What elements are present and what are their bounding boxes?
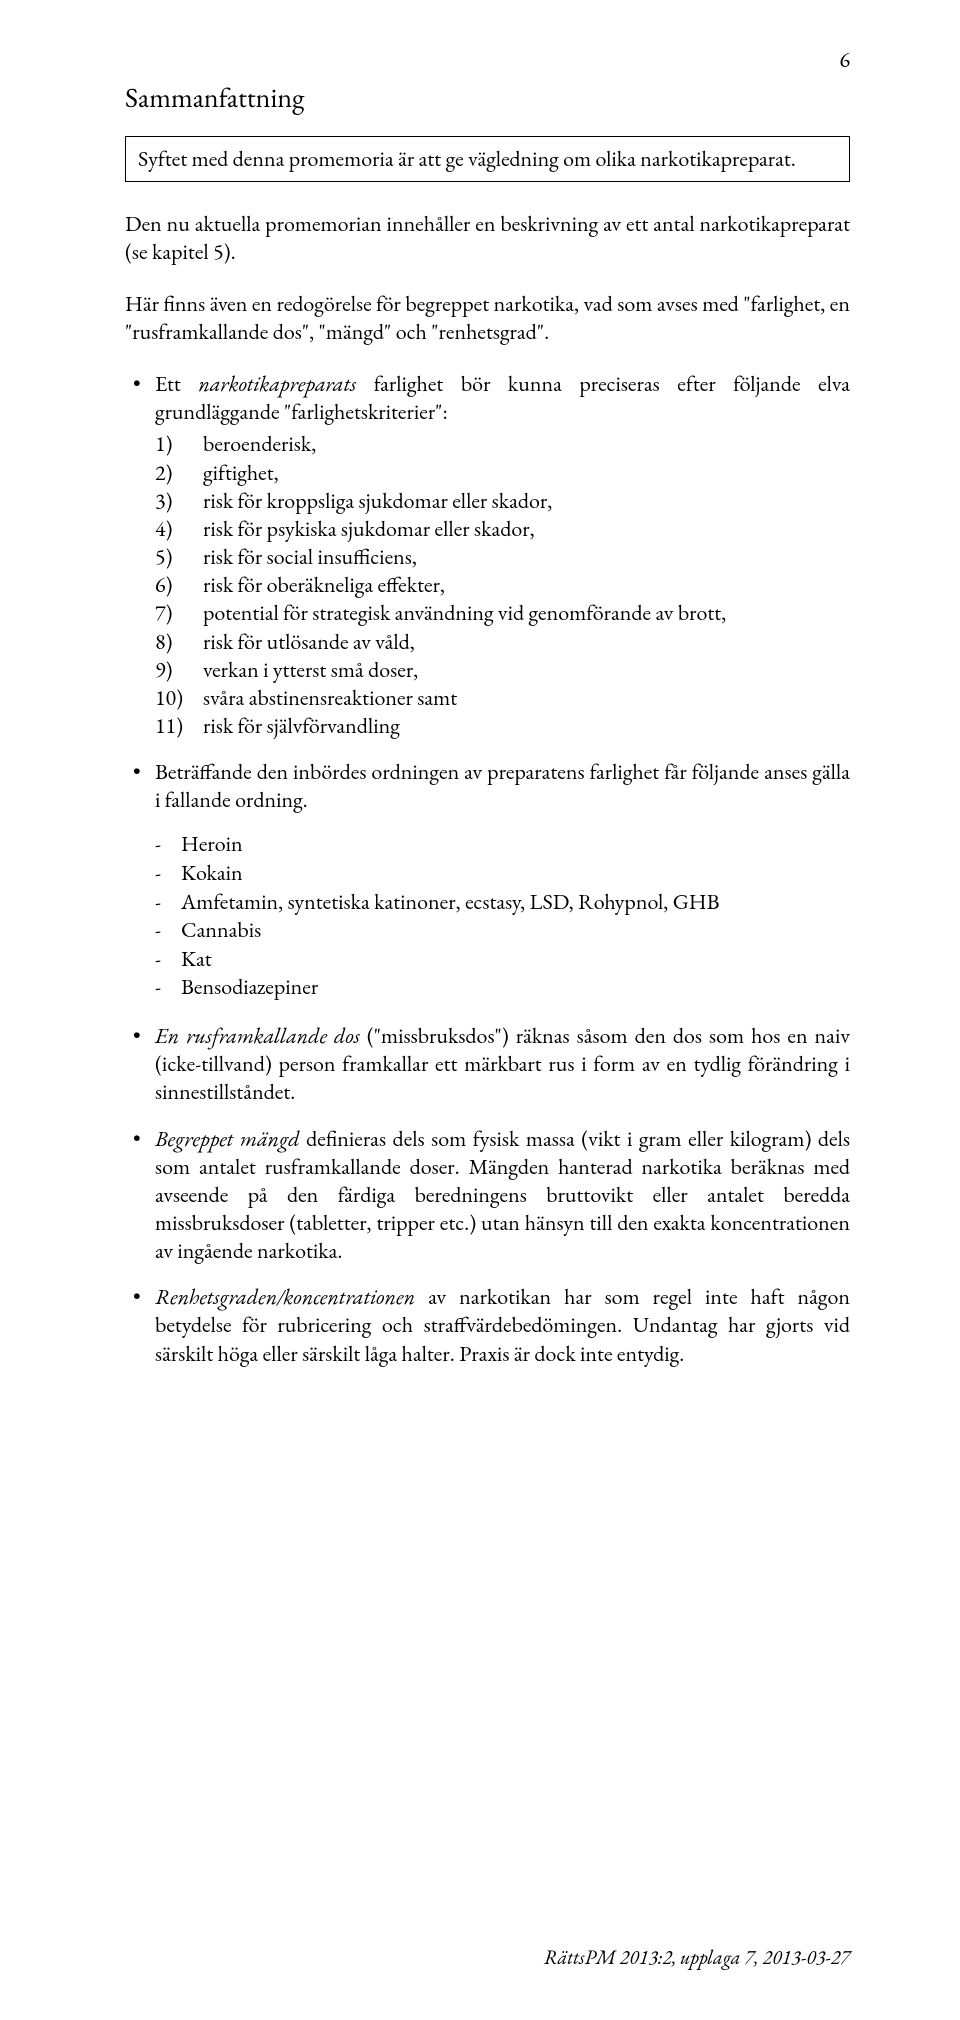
substance-item: Kat [155, 945, 850, 974]
criteria-number: 11) [155, 712, 203, 740]
criteria-number: 7) [155, 599, 203, 627]
criteria-item: 10)svåra abstinensreaktioner samt [155, 684, 850, 712]
criteria-text: risk för utlösande av våld, [203, 628, 850, 656]
criteria-number: 6) [155, 571, 203, 599]
criteria-item: 7)potential för strategisk användning vi… [155, 599, 850, 627]
dose-italic: En rusframkallande dos [155, 1021, 360, 1050]
criteria-number: 9) [155, 656, 203, 684]
criteria-item: 6)risk för oberäkneliga effekter, [155, 571, 850, 599]
criteria-item: 11)risk för självförvandling [155, 712, 850, 740]
bullet-item-dose: En rusframkallande dos ("missbruksdos") … [125, 1022, 850, 1106]
criteria-item: 1)beroenderisk, [155, 430, 850, 458]
substance-dash-list: HeroinKokainAmfetamin, syntetiska katino… [125, 830, 850, 1002]
criteria-number: 5) [155, 543, 203, 571]
criteria-text: risk för oberäkneliga effekter, [203, 571, 850, 599]
bullet-item-ordering: Beträffande den inbördes ordningen av pr… [125, 758, 850, 814]
bullet-item-purity: Renhetsgraden/koncentrationen av narkoti… [125, 1283, 850, 1367]
criteria-item: 5)risk för social insufficiens, [155, 543, 850, 571]
criteria-text: risk för självförvandling [203, 712, 850, 740]
criteria-item: 3)risk för kroppsliga sjukdomar eller sk… [155, 487, 850, 515]
page-number: 6 [839, 45, 850, 74]
substance-item: Kokain [155, 859, 850, 888]
criteria-item: 4)risk för psykiska sjukdomar eller skad… [155, 515, 850, 543]
intro-paragraph-2: Här finns även en redogörelse för begrep… [125, 290, 850, 346]
bullet-intro-text: Ett narkotikapreparats farlighet bör kun… [155, 370, 850, 426]
bullet-item-quantity: Begreppet mängd definieras dels som fysi… [125, 1125, 850, 1266]
criteria-number: 10) [155, 684, 203, 712]
criteria-item: 9)verkan i ytterst små doser, [155, 656, 850, 684]
criteria-text: giftighet, [203, 459, 850, 487]
criteria-number: 3) [155, 487, 203, 515]
criteria-text: beroenderisk, [203, 430, 850, 458]
criteria-number: 1) [155, 430, 203, 458]
criteria-text: verkan i ytterst små doser, [203, 656, 850, 684]
bullet-item-criteria: Ett narkotikapreparats farlighet bör kun… [125, 370, 850, 740]
criteria-text: svåra abstinensreaktioner samt [203, 684, 850, 712]
criteria-text: risk för psykiska sjukdomar eller skador… [203, 515, 850, 543]
substance-item: Cannabis [155, 916, 850, 945]
quantity-italic: Begreppet mängd [155, 1124, 300, 1153]
numbered-criteria-list: 1)beroenderisk,2)giftighet,3)risk för kr… [155, 430, 850, 740]
main-bullet-list: Ett narkotikapreparats farlighet bör kun… [125, 370, 850, 814]
footer-citation: RättsPM 2013:2, upplaga 7, 2013-03-27 [544, 1944, 850, 1970]
summary-box: Syftet med denna promemoria är att ge vä… [125, 136, 850, 182]
lead-prefix: Ett [155, 369, 198, 398]
purity-italic: Renhetsgraden/koncentrationen [155, 1282, 415, 1311]
substance-item: Bensodiazepiner [155, 973, 850, 1002]
substance-item: Amfetamin, syntetiska katinoner, ecstasy… [155, 888, 850, 917]
section-title: Sammanfattning [125, 80, 850, 116]
criteria-text: risk för social insufficiens, [203, 543, 850, 571]
definitions-bullet-list: En rusframkallande dos ("missbruksdos") … [125, 1022, 850, 1368]
criteria-number: 8) [155, 628, 203, 656]
lead-italic: narkotikapreparats [198, 369, 356, 398]
criteria-item: 8)risk för utlösande av våld, [155, 628, 850, 656]
criteria-number: 2) [155, 459, 203, 487]
criteria-item: 2)giftighet, [155, 459, 850, 487]
criteria-text: risk för kroppsliga sjukdomar eller skad… [203, 487, 850, 515]
criteria-number: 4) [155, 515, 203, 543]
substance-item: Heroin [155, 830, 850, 859]
criteria-text: potential för strategisk användning vid … [203, 599, 850, 627]
intro-paragraph-1: Den nu aktuella promemorian innehåller e… [125, 210, 850, 266]
